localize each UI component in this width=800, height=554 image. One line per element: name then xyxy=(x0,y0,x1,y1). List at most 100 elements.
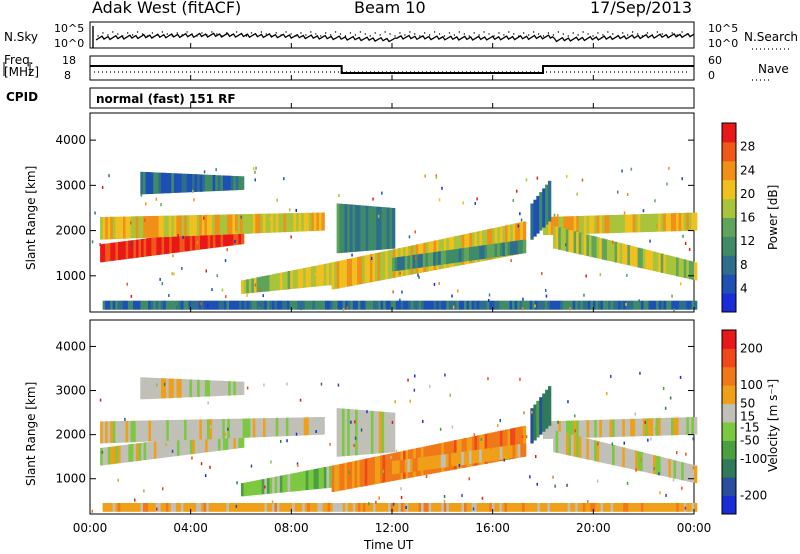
pow-speckle xyxy=(173,272,175,276)
vel-cell xyxy=(156,420,160,442)
vel-cell xyxy=(627,418,631,437)
vel-cell xyxy=(431,503,435,512)
vel-speckle xyxy=(280,439,282,443)
vel-cell xyxy=(613,503,617,512)
vel-cell xyxy=(476,449,480,463)
pow-cell xyxy=(311,212,315,231)
nsearch-dot xyxy=(552,34,555,36)
vel-speckle xyxy=(461,494,463,498)
vel-speckle xyxy=(134,498,136,502)
pow-cell xyxy=(199,215,203,236)
pow-cell xyxy=(110,216,114,240)
pow-speckle xyxy=(438,198,441,202)
pow-cell xyxy=(451,300,455,310)
vel-cell xyxy=(671,503,675,512)
vel-cell xyxy=(331,465,335,492)
pow-cell xyxy=(146,238,150,257)
vel-cell xyxy=(550,421,554,439)
pow-cell xyxy=(180,300,185,310)
vel-cell xyxy=(428,503,432,512)
pow-speckle xyxy=(401,290,403,294)
vel-cell xyxy=(153,377,157,399)
pow-cell xyxy=(350,300,354,310)
pow-cell xyxy=(214,214,218,235)
vel-cell xyxy=(534,503,539,512)
vel-cell xyxy=(627,448,631,469)
vel-cell xyxy=(448,453,452,467)
pow-cell xyxy=(445,250,450,264)
pow-cell xyxy=(112,216,117,240)
pow-cell xyxy=(192,232,196,251)
pow-cell xyxy=(207,214,211,236)
pow-cell xyxy=(161,236,165,255)
pow-cell xyxy=(599,237,603,259)
vel-cell xyxy=(164,439,168,458)
pow-cell xyxy=(148,237,153,256)
pow-speckle xyxy=(342,308,345,312)
pow-speckle xyxy=(512,199,514,203)
pow-cell xyxy=(225,175,229,191)
pow-cell xyxy=(688,260,693,280)
pow-speckle xyxy=(215,168,217,172)
vel-cell xyxy=(202,435,206,453)
vel-cell xyxy=(517,503,521,512)
pow-cell xyxy=(678,213,682,232)
vel-cell xyxy=(263,418,267,437)
pow-cell xyxy=(681,300,685,310)
pow-cell xyxy=(532,300,536,310)
vel-cell xyxy=(453,452,457,466)
vel-cell xyxy=(176,438,181,456)
vel-cell xyxy=(678,417,682,435)
xtick-label: 12:00 xyxy=(375,521,410,535)
nsearch-dot xyxy=(379,34,381,36)
pow-cell xyxy=(650,251,654,271)
vel-cell xyxy=(553,430,557,453)
pow-cell xyxy=(336,203,340,254)
vel-cell xyxy=(115,421,119,443)
pow-speckle xyxy=(126,282,128,286)
pow-ytick-label: 4000 xyxy=(55,133,86,147)
pow-cell xyxy=(138,216,142,238)
vel-cell xyxy=(368,503,372,512)
vel-cell xyxy=(214,419,218,439)
pow-cell xyxy=(105,243,109,262)
pow-cell xyxy=(673,213,677,232)
vel-cell xyxy=(678,503,683,512)
vel-cell xyxy=(625,503,630,512)
vel-cell xyxy=(665,417,670,436)
vel-speckle xyxy=(91,509,93,513)
pow-speckle xyxy=(377,214,380,218)
nsearch-dot xyxy=(176,32,178,34)
vel-speckle xyxy=(639,371,641,375)
vel-cell xyxy=(469,450,473,464)
vel-cell xyxy=(143,420,147,442)
vel-cell xyxy=(158,378,162,399)
pow-cell xyxy=(389,207,393,249)
vel-cell xyxy=(292,503,296,512)
nsearch-dot xyxy=(542,35,545,37)
vel-speckle xyxy=(297,463,299,467)
pow-cell xyxy=(392,208,396,249)
vel-cell xyxy=(215,433,219,451)
vel-cell xyxy=(303,417,307,436)
vel-cell xyxy=(596,419,600,438)
vel-speckle xyxy=(443,495,446,498)
vel-cell xyxy=(632,450,636,470)
pow-speckle xyxy=(258,306,261,310)
vel-cell xyxy=(609,444,613,465)
pow-speckle xyxy=(235,231,237,235)
vel-speckle xyxy=(472,507,475,511)
vel-cell xyxy=(275,417,279,437)
velocity-colorbar-segment xyxy=(722,330,736,349)
pow-cell xyxy=(433,252,437,266)
vel-speckle xyxy=(207,401,209,405)
pow-cell xyxy=(285,213,290,232)
vel-speckle xyxy=(391,420,394,424)
pow-cell xyxy=(373,206,377,251)
pow-speckle xyxy=(254,178,256,182)
vel-speckle xyxy=(191,456,193,460)
vel-cell xyxy=(372,457,376,485)
vel-cell xyxy=(248,481,253,496)
nsearch-dot xyxy=(191,33,193,35)
pow-speckle xyxy=(91,240,94,244)
